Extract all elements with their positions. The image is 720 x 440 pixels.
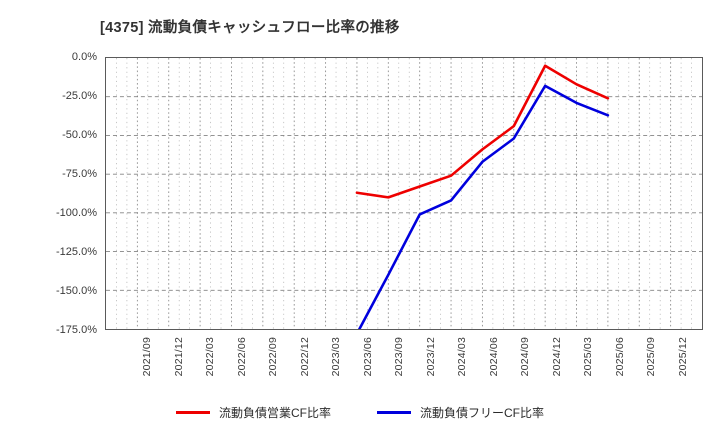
horizontal-gridlines xyxy=(106,96,702,291)
legend-color-swatch xyxy=(377,411,411,414)
chart-legend: 流動負債営業CF比率 流動負債フリーCF比率 xyxy=(0,404,720,421)
x-axis-tick-label: 2025/09 xyxy=(645,337,658,377)
x-axis-tick-label: 2022/09 xyxy=(267,337,280,377)
x-axis-tick-label: 2025/06 xyxy=(613,337,626,377)
x-axis-tick-label: 2021/09 xyxy=(141,337,154,377)
plot-area xyxy=(105,57,703,330)
x-axis-tick-label: 2022/03 xyxy=(204,337,217,377)
y-axis-tick-label: -75.0% xyxy=(62,168,97,180)
legend-label: 流動負債営業CF比率 xyxy=(219,406,331,420)
x-axis-tick-label: 2023/06 xyxy=(361,337,374,377)
legend-item[interactable]: 流動負債フリーCF比率 xyxy=(377,404,544,421)
chart-title: [4375] 流動負債キャッシュフロー比率の推移 xyxy=(100,20,400,36)
y-axis-tick-label: -150.0% xyxy=(56,285,97,297)
y-axis-tick-label: -50.0% xyxy=(62,129,97,141)
x-axis-tick-label: 2024/03 xyxy=(456,337,469,377)
legend-label: 流動負債フリーCF比率 xyxy=(420,406,544,420)
series-line xyxy=(357,84,610,329)
chart-plot-svg xyxy=(106,58,702,329)
x-axis-tick-label: 2021/12 xyxy=(172,337,185,377)
x-axis-tick-label: 2025/12 xyxy=(676,337,689,377)
x-axis-tick-label: 2023/12 xyxy=(424,337,437,377)
y-axis-tick-label: -125.0% xyxy=(56,246,97,258)
x-axis-tick-label: 2024/09 xyxy=(519,337,532,377)
x-axis-tick-label: 2023/09 xyxy=(393,337,406,377)
x-axis-tick-label: 2022/06 xyxy=(235,337,248,377)
y-axis-tick-label: -175.0% xyxy=(56,324,97,336)
legend-item[interactable]: 流動負債営業CF比率 xyxy=(176,404,331,421)
legend-color-swatch xyxy=(176,411,210,414)
data-series-layer xyxy=(355,64,610,329)
y-axis-tick-label: 0.0% xyxy=(71,51,97,63)
x-axis-tick-label: 2025/03 xyxy=(582,337,595,377)
x-axis-tick-label: 2024/12 xyxy=(550,337,563,377)
x-axis-tick-label: 2022/12 xyxy=(298,337,311,377)
vertical-gridlines xyxy=(116,58,692,329)
y-axis-tick-label: -100.0% xyxy=(56,207,97,219)
x-axis-tick-label: 2024/06 xyxy=(487,337,500,377)
series-line xyxy=(355,64,610,199)
y-axis-tick-label: -25.0% xyxy=(62,90,97,102)
x-axis-tick-label: 2023/03 xyxy=(330,337,343,377)
